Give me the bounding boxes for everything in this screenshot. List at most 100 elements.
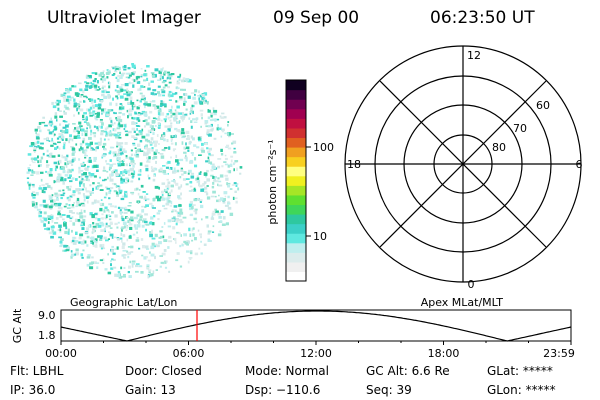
image-pixel <box>119 148 122 151</box>
image-pixel <box>188 117 191 120</box>
image-pixel <box>72 242 77 245</box>
image-pixel <box>109 189 112 192</box>
image-pixel <box>153 174 156 177</box>
image-pixel <box>149 125 152 128</box>
image-pixel <box>124 130 128 133</box>
image-pixel <box>176 87 180 90</box>
image-pixel <box>101 87 104 90</box>
image-pixel <box>76 94 80 97</box>
image-pixel <box>31 171 36 174</box>
image-pixel <box>64 162 67 166</box>
image-pixel <box>126 238 129 242</box>
image-pixel <box>184 80 186 82</box>
image-pixel <box>89 106 93 110</box>
image-pixel <box>188 227 191 232</box>
image-pixel <box>166 139 169 143</box>
image-pixel <box>196 175 199 178</box>
image-pixel <box>235 184 238 187</box>
image-pixel <box>67 101 71 105</box>
image-pixel <box>128 81 131 85</box>
image-pixel <box>83 172 87 176</box>
image-pixel <box>109 159 112 162</box>
image-pixel <box>170 114 173 118</box>
image-pixel <box>109 132 113 137</box>
image-pixel <box>144 213 148 216</box>
image-pixel <box>28 186 31 190</box>
image-pixel <box>86 127 88 130</box>
image-pixel <box>92 244 96 247</box>
image-pixel <box>166 130 169 133</box>
image-pixel <box>116 226 119 229</box>
image-pixel <box>138 170 141 173</box>
image-pixel <box>58 236 62 239</box>
image-pixel <box>135 187 139 191</box>
image-pixel <box>158 186 160 190</box>
image-pixel <box>129 96 133 100</box>
image-pixel <box>215 210 219 213</box>
image-pixel <box>98 184 103 187</box>
image-pixel <box>94 104 99 108</box>
image-pixel <box>185 142 187 146</box>
image-pixel <box>189 200 193 204</box>
image-pixel <box>72 148 76 151</box>
image-pixel <box>120 180 124 184</box>
image-pixel <box>167 225 172 228</box>
image-pixel <box>66 160 69 163</box>
colorbar-cell <box>286 223 306 234</box>
image-pixel <box>135 263 140 265</box>
image-pixel <box>103 196 107 199</box>
image-pixel <box>115 135 119 139</box>
image-pixel <box>94 72 98 75</box>
image-pixel <box>161 252 166 256</box>
image-pixel <box>75 188 79 192</box>
image-pixel <box>133 136 137 139</box>
image-pixel <box>227 147 232 150</box>
image-pixel <box>91 165 95 169</box>
image-pixel <box>114 273 118 277</box>
image-pixel <box>108 85 111 89</box>
image-pixel <box>167 195 171 199</box>
image-pixel <box>212 176 215 179</box>
image-pixel <box>121 245 125 249</box>
image-pixel <box>88 111 92 115</box>
image-pixel <box>58 133 62 136</box>
image-pixel <box>69 195 72 198</box>
image-pixel <box>92 182 95 185</box>
image-pixel <box>139 87 142 91</box>
image-pixel <box>204 190 208 193</box>
image-pixel <box>149 202 153 205</box>
image-pixel <box>79 233 84 237</box>
image-pixel <box>183 146 185 150</box>
image-pixel <box>151 168 154 172</box>
image-pixel <box>106 170 109 173</box>
image-pixel <box>204 100 206 104</box>
image-pixel <box>198 247 201 250</box>
image-pixel <box>71 152 75 156</box>
image-pixel <box>73 202 75 204</box>
image-pixel <box>111 235 114 239</box>
image-pixel <box>185 183 189 186</box>
image-pixel <box>140 98 145 101</box>
image-pixel <box>131 172 135 175</box>
image-pixel <box>71 85 74 88</box>
image-pixel <box>95 200 100 204</box>
image-pixel <box>137 173 142 176</box>
image-pixel <box>107 253 109 256</box>
image-pixel <box>35 133 40 137</box>
image-pixel <box>133 162 136 165</box>
image-pixel <box>116 238 120 241</box>
image-pixel <box>152 117 156 120</box>
image-pixel <box>146 65 150 68</box>
image-pixel <box>80 223 83 226</box>
image-pixel <box>221 128 225 132</box>
image-pixel <box>179 208 183 212</box>
image-pixel <box>117 150 121 154</box>
image-pixel <box>176 164 180 166</box>
image-pixel <box>154 93 157 96</box>
image-pixel <box>168 81 172 84</box>
image-pixel <box>214 208 217 212</box>
image-pixel <box>181 243 184 247</box>
image-pixel <box>92 230 95 233</box>
image-pixel <box>199 95 202 98</box>
image-pixel <box>171 210 174 213</box>
